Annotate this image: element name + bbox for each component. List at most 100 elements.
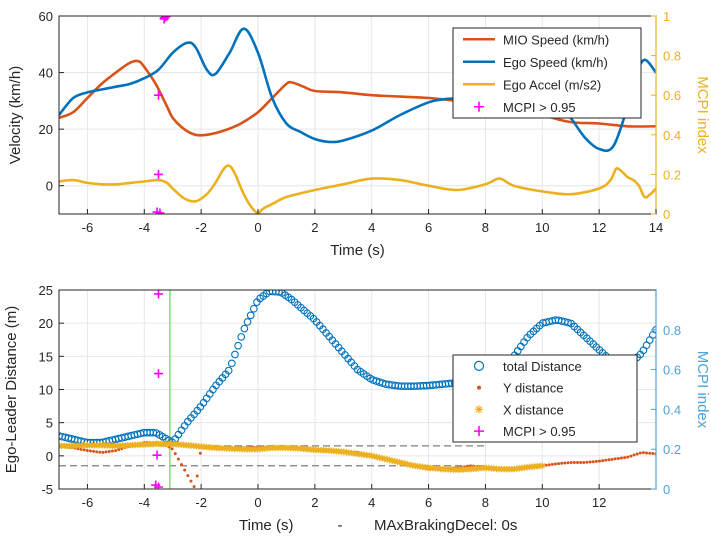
x-tick-label: 10 xyxy=(535,495,549,510)
data-point-mcpi-0-95 xyxy=(152,450,162,460)
data-point-y-distance xyxy=(613,457,617,461)
data-point-x-distance xyxy=(404,460,411,468)
data-point-x-distance xyxy=(373,453,381,461)
x-tick-label: 0 xyxy=(254,220,261,235)
data-point-x-distance xyxy=(371,453,378,460)
distance-chart: -6 -4 -2 0 2 4 6 8 10 12 -5 0 5 10 15 20 25 0 0.2 0.4 0.6 0.8… xyxy=(3,283,711,534)
data-point-x-distance xyxy=(538,462,546,470)
y-right-axis-label: MCPI index xyxy=(694,351,711,429)
data-point-y-distance xyxy=(597,459,601,463)
data-point-y-distance xyxy=(610,457,614,461)
data-point-y-distance xyxy=(547,463,551,467)
data-point-x-distance xyxy=(381,455,388,463)
data-point-total-distance xyxy=(249,304,258,313)
data-point-y-distance xyxy=(626,455,630,459)
data-point-y-distance xyxy=(638,451,642,455)
y-tick-label: 20 xyxy=(39,316,53,331)
data-point-y-distance xyxy=(195,474,199,478)
y-tick-label: 20 xyxy=(39,122,53,137)
data-point-y-distance xyxy=(95,450,99,454)
legend-label: Y distance xyxy=(503,381,563,396)
data-point-y-distance xyxy=(176,457,180,461)
data-point-y-distance xyxy=(623,456,627,460)
data-point-y-distance xyxy=(645,451,649,455)
y-tick-label: 60 xyxy=(39,9,53,24)
x-tick-label: -4 xyxy=(139,220,151,235)
x-tick-label: 12 xyxy=(592,495,606,510)
data-point-x-distance xyxy=(399,459,406,467)
y-right-tick-label: 0.2 xyxy=(663,167,681,182)
x-tick-label: 6 xyxy=(425,495,432,510)
data-point-total-distance xyxy=(243,318,252,326)
data-point-total-distance xyxy=(234,341,242,350)
data-point-y-distance xyxy=(604,458,608,462)
y-tick-label: 25 xyxy=(39,283,53,298)
legend-swatch xyxy=(475,405,483,414)
data-point-x-distance xyxy=(401,460,409,467)
data-point-y-distance xyxy=(553,462,557,466)
data-point-y-distance xyxy=(601,459,605,463)
x-tick-label: 14 xyxy=(649,220,663,235)
data-point-x-distance xyxy=(386,456,393,464)
y-axis-label: Ego-Leader Distance (m) xyxy=(3,306,20,474)
data-point-mcpi-0-95 xyxy=(155,208,165,214)
data-point-x-distance xyxy=(388,457,396,464)
data-point-y-distance xyxy=(92,449,96,453)
x-axis-label: Time (s) xyxy=(330,242,384,259)
data-point-y-distance xyxy=(651,452,655,456)
data-point-y-distance xyxy=(607,458,611,462)
x-tick-label: 4 xyxy=(368,220,375,235)
data-point-x-distance xyxy=(409,462,416,469)
data-point-total-distance xyxy=(231,350,239,359)
data-point-mcpi-0-95 xyxy=(162,16,172,21)
data-point-y-distance xyxy=(635,452,639,456)
data-point-x-distance xyxy=(378,454,386,462)
data-point-total-distance xyxy=(275,290,283,296)
data-point-y-distance xyxy=(110,449,114,453)
legend-label: MCPI > 0.95 xyxy=(503,100,576,115)
data-point-y-distance xyxy=(101,450,105,454)
y-right-axis-label: MCPI index xyxy=(694,76,711,154)
data-point-y-distance xyxy=(588,460,592,464)
legend-label: total Distance xyxy=(503,359,582,374)
data-point-y-distance xyxy=(82,448,86,452)
data-point-y-distance xyxy=(579,460,583,464)
data-point-y-distance xyxy=(557,462,561,466)
data-point-y-distance xyxy=(582,460,586,464)
data-point-x-distance xyxy=(368,452,376,460)
y-tick-label: 0 xyxy=(46,449,53,464)
data-point-y-distance xyxy=(98,450,102,454)
x-tick-label: 12 xyxy=(592,220,606,235)
data-point-x-distance xyxy=(406,461,414,469)
x-tick-label: 6 xyxy=(425,220,432,235)
legend-label: X distance xyxy=(503,402,564,417)
x-axis-label-extra: MAxBrakingDecel: 0s xyxy=(374,517,517,534)
data-point-y-distance xyxy=(619,456,623,460)
y-tick-label: -5 xyxy=(41,482,53,497)
data-point-y-distance xyxy=(641,451,645,455)
data-point-y-distance xyxy=(104,450,108,454)
data-point-total-distance xyxy=(237,333,246,341)
legend-label: MCPI > 0.95 xyxy=(503,424,576,439)
data-point-mcpi-0-95 xyxy=(161,16,171,22)
data-point-x-distance xyxy=(394,458,401,466)
data-point-y-distance xyxy=(575,460,579,464)
data-point-y-distance xyxy=(544,463,548,467)
y-right-tick-label: 0 xyxy=(663,482,670,497)
x-tick-label: 2 xyxy=(311,495,318,510)
y-right-tick-label: 0.6 xyxy=(663,88,681,103)
data-point-total-distance xyxy=(564,318,572,327)
data-point-mcpi-0-95 xyxy=(154,290,163,299)
x-tick-label: -4 xyxy=(139,495,151,510)
data-point-x-distance xyxy=(391,457,399,465)
y-right-tick-label: 1 xyxy=(663,9,670,24)
legend-swatch xyxy=(474,101,484,112)
x-tick-label: 0 xyxy=(254,495,261,510)
legend-box xyxy=(452,354,638,443)
legend-box xyxy=(452,27,642,119)
legend-label: Ego Accel (m/s2) xyxy=(503,77,601,92)
data-point-total-distance xyxy=(240,324,249,333)
data-point-y-distance xyxy=(170,447,174,451)
legend-swatch xyxy=(473,360,485,371)
